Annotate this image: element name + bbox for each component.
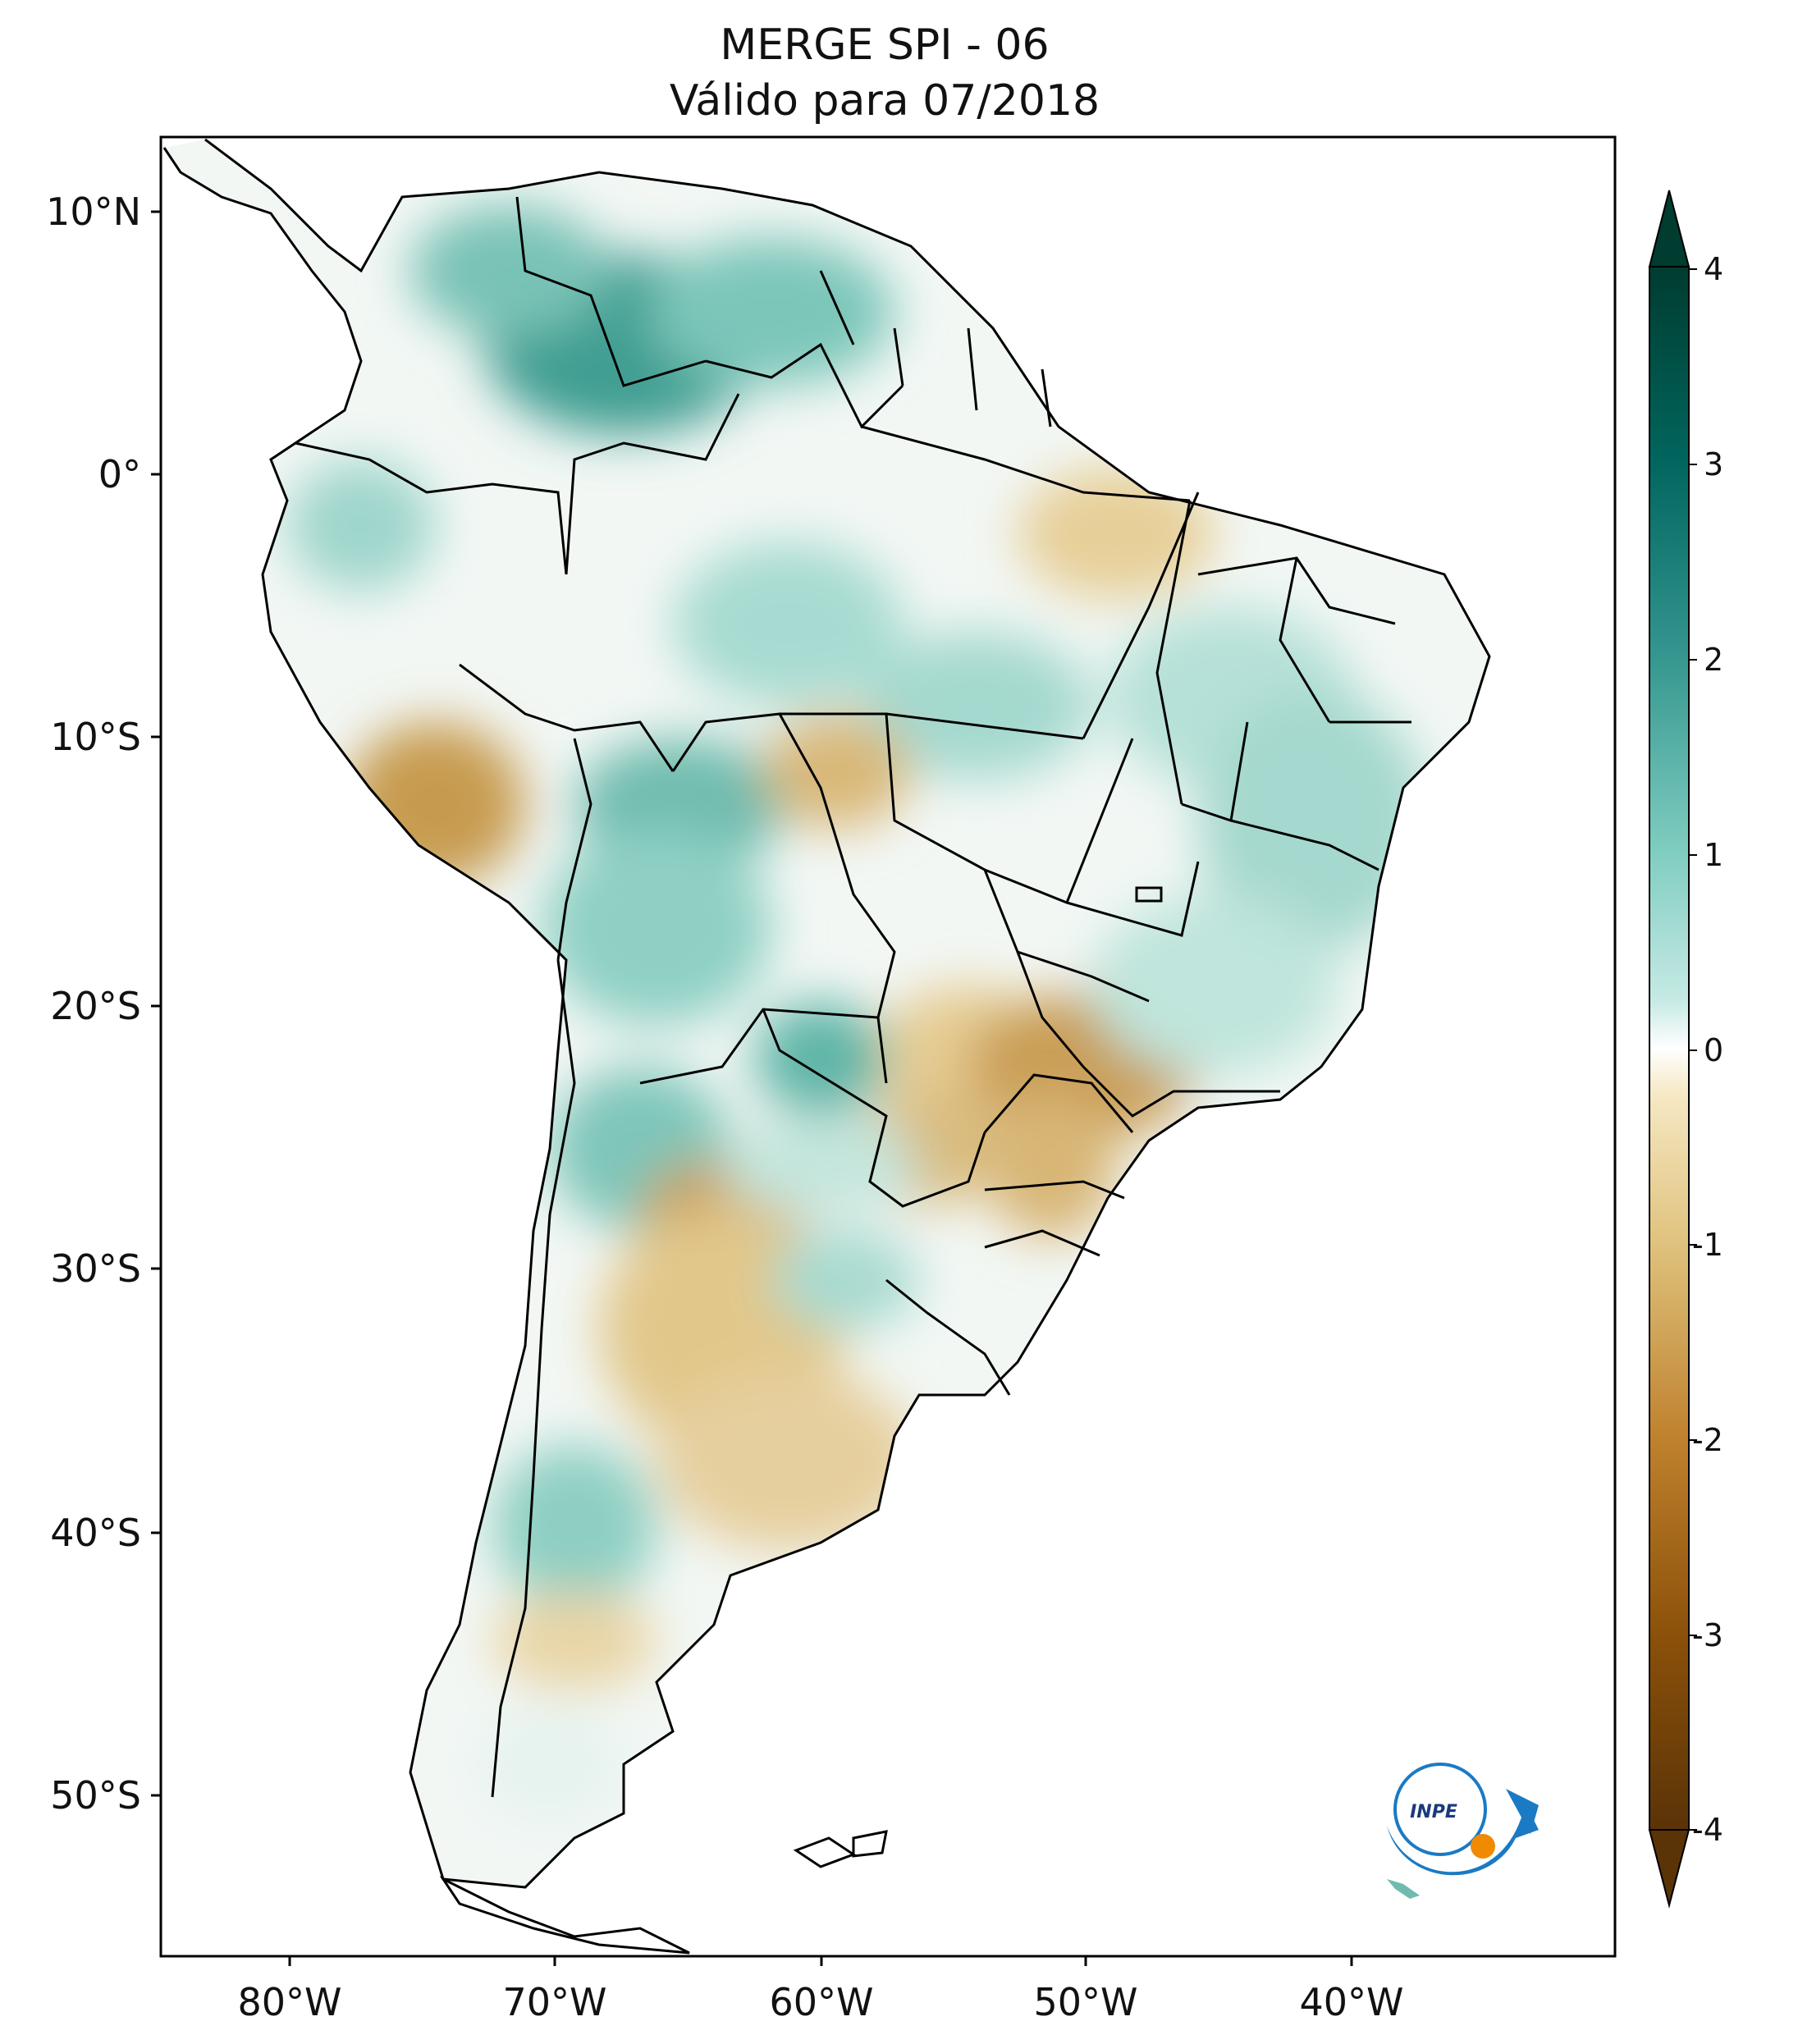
- south-georgia-island: [1387, 1879, 1420, 1899]
- lat-tick-label: 30°S: [50, 1246, 141, 1291]
- colorbar-tick-label: 1: [1704, 837, 1723, 873]
- border-bolivia-brazil: [671, 712, 896, 1018]
- colorbar-tick-label: -4: [1692, 1812, 1723, 1848]
- continent-outline: [162, 138, 1491, 1889]
- coastlines-and-borders: [162, 138, 1491, 1955]
- border-brazil-states-south: [983, 951, 1280, 1257]
- lat-tick-label: 40°S: [50, 1511, 141, 1555]
- lat-tick-label: 10°N: [46, 190, 141, 234]
- border-colombia-ecuador-peru: [295, 441, 568, 575]
- map-panel: INPE: [159, 135, 1617, 1958]
- lat-tick-label: 10°S: [50, 715, 141, 759]
- lat-tick-label: 50°S: [50, 1773, 141, 1818]
- figure-title-line2: Válido para 07/2018: [670, 76, 1100, 126]
- border-guianas: [819, 270, 1052, 428]
- longitude-axis: 80°W 70°W 60°W 50°W 40°W: [237, 1956, 1404, 2024]
- colorbar-extend-top: [1648, 190, 1690, 268]
- inpe-logo-sun: [1471, 1834, 1495, 1859]
- latitude-axis: 10°N 0° 10°S 20°S 30°S 40°S 50°S: [46, 190, 161, 1818]
- colorbar-gradient: [1649, 266, 1690, 1831]
- inpe-logo-ring: [1393, 1763, 1487, 1856]
- colorbar-tick-label: 0: [1704, 1032, 1723, 1068]
- colorbar-tick-label: 2: [1704, 642, 1723, 678]
- colorbar-tick-label: -1: [1692, 1227, 1723, 1263]
- inpe-logo-text: INPE: [1410, 1802, 1457, 1822]
- border-peru-bolivia: [556, 738, 592, 961]
- border-peru-brazil: [459, 393, 740, 772]
- distrito-federal: [1135, 886, 1163, 903]
- lat-tick-label: 20°S: [50, 984, 141, 1028]
- border-chile-argentina: [491, 959, 576, 1798]
- colorbar-extend-bottom: [1648, 1829, 1690, 1909]
- colorbar-tick-label: 4: [1704, 251, 1723, 287]
- lon-tick-label: 40°W: [1299, 1980, 1403, 2024]
- border-brazil-states-northeast: [1181, 556, 1411, 871]
- map-frame-border: [159, 135, 1617, 1958]
- lon-tick-label: 60°W: [769, 1980, 873, 2024]
- border-venezuela-brazil: [705, 342, 904, 429]
- lat-tick-label: 0°: [98, 452, 141, 496]
- lon-tick-label: 80°W: [237, 1980, 341, 2024]
- border-argentina-uruguay: [885, 1278, 1011, 1396]
- falkland-islands: [793, 1830, 888, 1868]
- colorbar-tick-label: 3: [1704, 446, 1723, 482]
- inpe-logo-arrow: [1387, 1805, 1539, 1876]
- lon-tick-label: 70°W: [502, 1980, 606, 2024]
- figure-title-line1: MERGE SPI - 06: [720, 21, 1049, 70]
- inpe-logo: INPE: [1387, 1763, 1539, 1876]
- inpe-logo-arrowhead: [1506, 1789, 1539, 1834]
- colorbar-tick-label: -3: [1692, 1617, 1723, 1653]
- border-brazil-states-north: [861, 425, 1200, 805]
- border-brazil-states-center: [780, 712, 1200, 1003]
- border-colombia-venezuela: [515, 196, 707, 387]
- tierra-del-fuego: [439, 1876, 690, 1955]
- colorbar-tick-label: -2: [1692, 1422, 1723, 1458]
- colorbar: 4 3 2 1 0 -1 -2 -3 -4: [1648, 190, 1723, 1909]
- lon-tick-label: 50°W: [1033, 1980, 1137, 2024]
- border-paraguay: [762, 1008, 986, 1208]
